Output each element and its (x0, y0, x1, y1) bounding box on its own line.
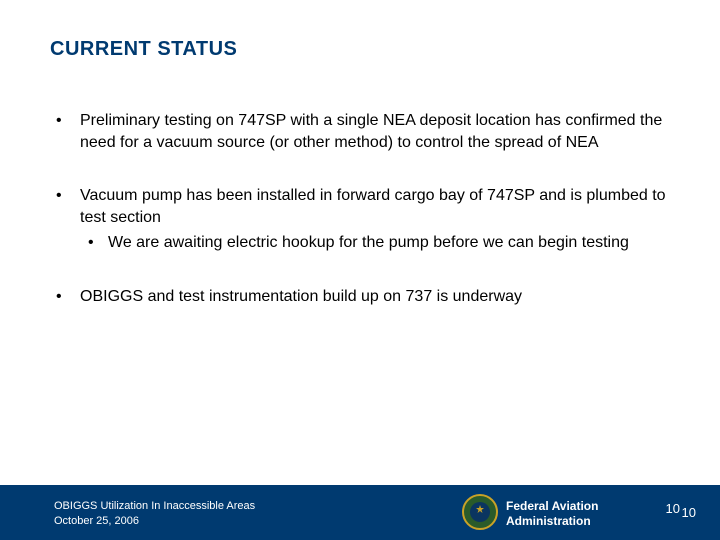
footer-presentation-title: OBIGGS Utilization In Inaccessible Areas (54, 499, 255, 514)
slide: CURRENT STATUS Preliminary testing on 74… (0, 0, 720, 540)
footer-date: October 25, 2006 (54, 514, 255, 529)
page-number-a: 10 (666, 501, 680, 516)
bullet-item: Vacuum pump has been installed in forwar… (50, 185, 670, 254)
sub-bullet-item: We are awaiting electric hookup for the … (80, 232, 670, 254)
bullet-item: Preliminary testing on 747SP with a sing… (50, 110, 670, 153)
sub-bullet-text: We are awaiting electric hookup for the … (108, 234, 629, 251)
footer-org-line1: Federal Aviation (506, 499, 598, 514)
slide-body: Preliminary testing on 747SP with a sing… (50, 110, 670, 340)
footer-org: Federal Aviation Administration (506, 499, 598, 529)
footer-left-text: OBIGGS Utilization In Inaccessible Areas… (54, 499, 255, 529)
footer-org-line2: Administration (506, 514, 598, 529)
bullet-text: OBIGGS and test instrumentation build up… (80, 288, 522, 305)
bullet-text: Preliminary testing on 747SP with a sing… (80, 112, 662, 151)
faa-seal-icon (462, 494, 498, 530)
slide-title: CURRENT STATUS (50, 38, 237, 61)
bullet-text: Vacuum pump has been installed in forwar… (80, 187, 666, 226)
sub-bullet-list: We are awaiting electric hookup for the … (80, 232, 670, 254)
page-number-b: 10 (682, 505, 696, 520)
bullet-item: OBIGGS and test instrumentation build up… (50, 286, 670, 308)
seal-svg (462, 494, 498, 530)
slide-footer: OBIGGS Utilization In Inaccessible Areas… (0, 485, 720, 540)
bullet-list: Preliminary testing on 747SP with a sing… (50, 110, 670, 308)
